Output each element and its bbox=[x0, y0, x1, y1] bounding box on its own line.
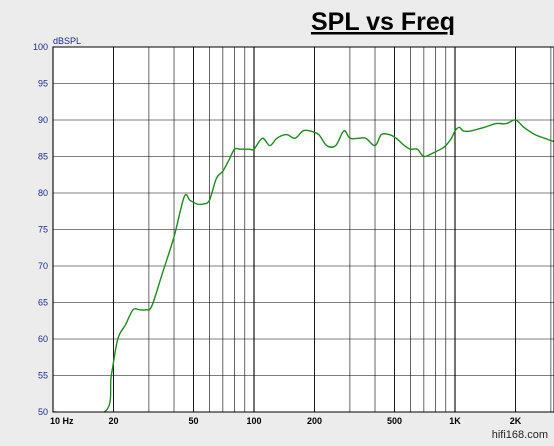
y-tick-label: 95 bbox=[38, 79, 48, 89]
y-tick-label: 85 bbox=[38, 152, 48, 162]
y-tick-label: 90 bbox=[38, 115, 48, 125]
x-tick-labels: 10 Hz 20 50 100 200 500 1K 2K bbox=[50, 416, 522, 426]
watermark: hifi168.com bbox=[492, 429, 548, 441]
x-tick-label: 100 bbox=[246, 416, 261, 426]
x-tick-label: 1K bbox=[449, 416, 461, 426]
y-tick-label: 55 bbox=[38, 371, 48, 381]
chart-title: SPL vs Freq bbox=[311, 8, 455, 36]
y-tick-label: 60 bbox=[38, 334, 48, 344]
series-layer bbox=[53, 119, 554, 412]
y-tick-label: 80 bbox=[38, 188, 48, 198]
x-tick-label: 200 bbox=[307, 416, 322, 426]
y-tick-label: 50 bbox=[38, 407, 48, 417]
x-tick-label: 500 bbox=[387, 416, 402, 426]
x-tick-label: 2K bbox=[510, 416, 522, 426]
y-tick-labels: 50 55 60 65 70 75 80 85 90 95 100 bbox=[33, 42, 48, 417]
x-tick-label: 50 bbox=[188, 416, 198, 426]
y-tick-label: 100 bbox=[33, 42, 48, 52]
spl-response-line bbox=[53, 119, 554, 412]
y-tick-label: 75 bbox=[38, 225, 48, 235]
x-tick-label: 20 bbox=[108, 416, 118, 426]
y-tick-label: 70 bbox=[38, 261, 48, 271]
x-tick-label: 10 Hz bbox=[50, 416, 74, 426]
y-tick-label: 65 bbox=[38, 298, 48, 308]
plot-border bbox=[52, 46, 554, 413]
y-axis-label: dBSPL bbox=[53, 36, 81, 46]
